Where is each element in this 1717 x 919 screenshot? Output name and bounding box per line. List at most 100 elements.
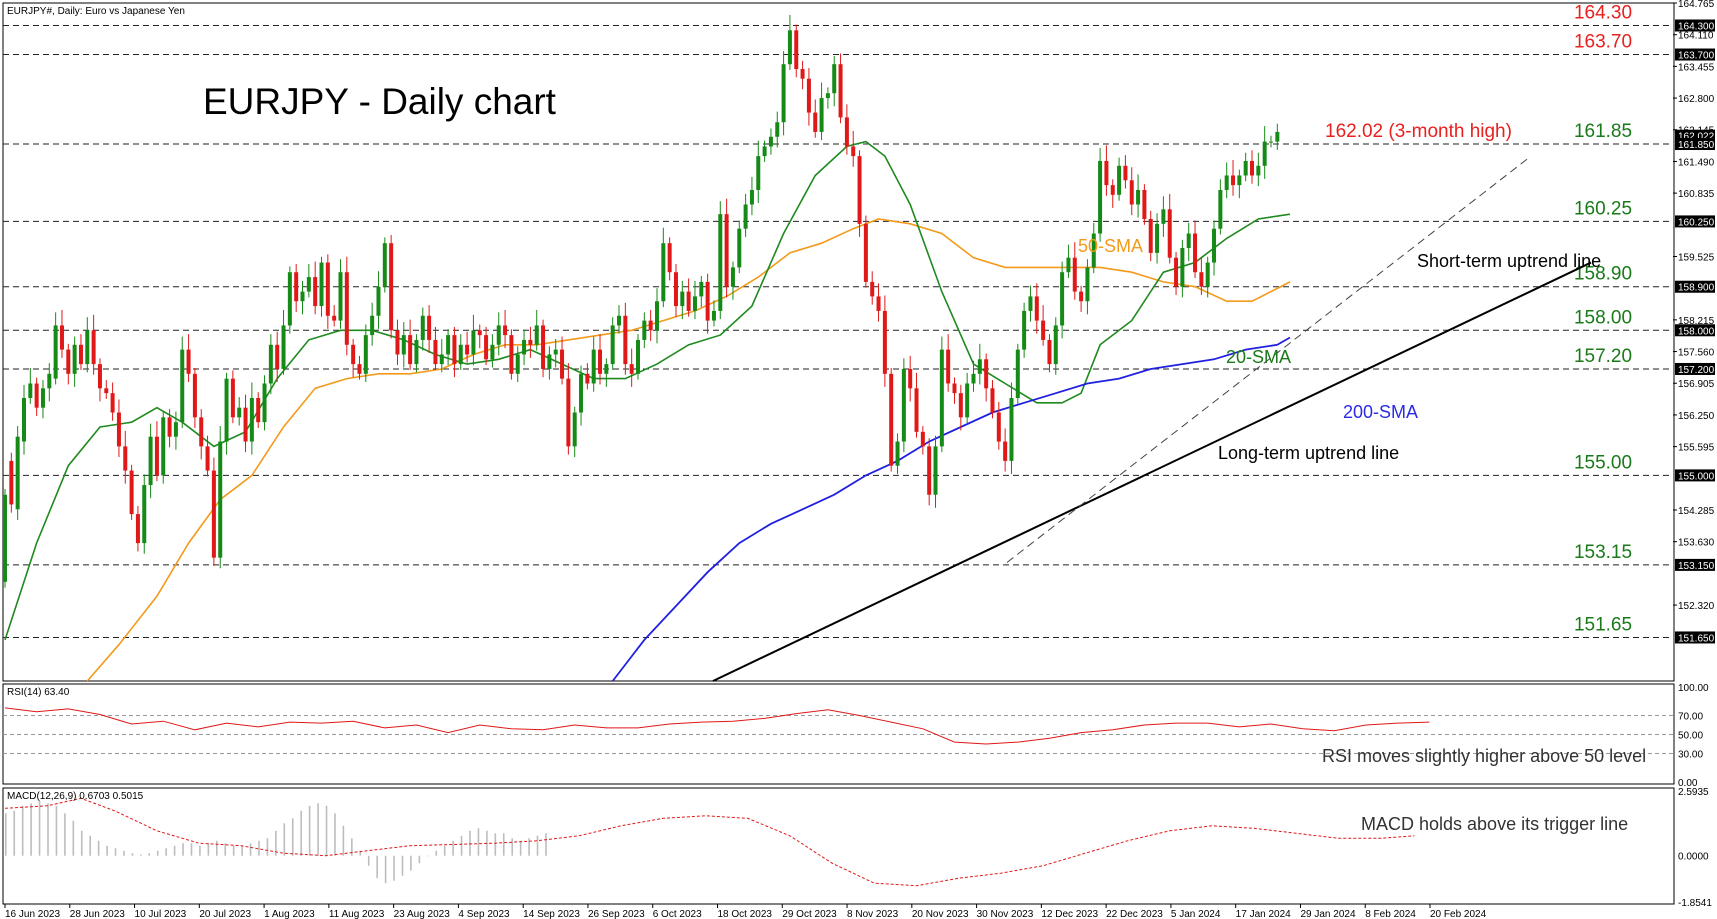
candle-body (104, 388, 109, 394)
y-tick-label: 158.215 (1678, 316, 1715, 327)
candle-body (515, 354, 520, 374)
candle-body (1186, 233, 1191, 249)
candle-body (1060, 272, 1065, 326)
candle-body (344, 272, 349, 345)
y-tick-label: 152.320 (1678, 601, 1715, 612)
candle-body (34, 383, 39, 408)
x-tick-label: 11 Aug 2023 (329, 909, 385, 919)
candle-body (1148, 219, 1153, 253)
candle-body (1047, 339, 1052, 365)
candle-body (585, 373, 590, 384)
level-label: 151.65 (1574, 614, 1632, 635)
x-tick-label: 1 Aug 2023 (264, 909, 315, 919)
candle-body (806, 78, 811, 113)
macd-bar (64, 813, 66, 856)
candle-body (680, 291, 685, 307)
macd-bar (342, 825, 345, 856)
candle-body (1053, 325, 1058, 365)
symbol-line: EURJPY#, Daily: Euro vs Japanese Yen (7, 6, 185, 17)
candle-body (1224, 175, 1229, 190)
y-tick-label: 159.525 (1678, 252, 1715, 263)
y-tick-label: 155.595 (1678, 443, 1715, 454)
price-box (1675, 558, 1715, 571)
macd-bar (452, 840, 454, 856)
x-tick-label: 5 Jan 2024 (1171, 909, 1221, 919)
candle-body (1003, 441, 1008, 461)
level-label: 157.20 (1574, 346, 1632, 367)
macd-bar (351, 838, 353, 856)
candlesticks (3, 14, 1280, 588)
candle-body (1072, 257, 1077, 292)
candle-body (509, 335, 514, 374)
candle-body (996, 412, 1001, 442)
macd-bar (291, 818, 294, 856)
candle-body (946, 349, 951, 384)
candle-body (192, 373, 197, 418)
candle-body (1155, 223, 1160, 253)
candle-body (78, 344, 83, 365)
macd-bar (165, 848, 167, 856)
price-box-label: 151.650 (1678, 633, 1715, 644)
candle-body (965, 383, 970, 418)
candle-body (376, 286, 381, 316)
y-tick-label: 156.250 (1678, 411, 1715, 422)
y-tick-label: 157.560 (1678, 348, 1715, 359)
candle-body (718, 214, 723, 311)
candle-body (465, 344, 470, 355)
candle-body (794, 30, 799, 70)
candle-body (1167, 209, 1172, 258)
macd-bar (55, 805, 58, 856)
macd-bar (190, 843, 193, 856)
level-label: 164.30 (1574, 2, 1632, 23)
candle-body (408, 335, 413, 365)
candle-body (1098, 160, 1103, 234)
candle-body (1091, 233, 1096, 268)
candle-body (300, 291, 305, 302)
macd-bar (258, 840, 260, 856)
macd-bar (140, 854, 142, 856)
candle-body (813, 112, 818, 132)
candle-body (579, 373, 584, 413)
candle-body (123, 446, 128, 471)
candle-body (648, 320, 653, 331)
candle-body (28, 383, 33, 398)
long-trend-label: Long-term uptrend line (1218, 443, 1399, 463)
candle-body (654, 301, 659, 331)
long-term-uptrend-line (712, 261, 1592, 682)
candle-body (186, 349, 191, 374)
candle-body (1123, 165, 1128, 181)
candle-body (1085, 267, 1090, 302)
macd-bar (325, 805, 328, 856)
price-box (1675, 469, 1715, 482)
candle-body (154, 436, 159, 476)
x-tick-label: 8 Feb 2024 (1365, 909, 1416, 919)
candle-body (990, 388, 995, 413)
macd-bar (232, 845, 235, 856)
candle-body (401, 335, 406, 355)
candle-body (230, 378, 235, 418)
price-box (1675, 631, 1715, 644)
macd-bar (359, 850, 362, 856)
candle-body (623, 315, 628, 365)
rsi-tick-label: 70.00 (1678, 712, 1703, 723)
candle-body (939, 349, 944, 447)
macd-bar (275, 830, 277, 856)
candle-body (598, 349, 603, 374)
candle-body (420, 315, 425, 340)
candle-body (325, 262, 330, 316)
macd-bar (477, 828, 480, 856)
macd-bar (131, 853, 134, 856)
candle-body (1199, 272, 1204, 287)
candle-body (66, 349, 71, 374)
macd-bar (334, 813, 336, 856)
macd-bar (443, 845, 446, 856)
candle-body (1161, 209, 1166, 224)
candle-body (395, 330, 400, 355)
y-tick-label: 164.110 (1678, 31, 1714, 42)
macd-bar (308, 805, 311, 856)
candle-body (636, 339, 640, 374)
candle-body (800, 69, 805, 79)
macd-bar (494, 833, 497, 856)
y-tick-label: 161.490 (1678, 157, 1715, 168)
candle-body (756, 156, 761, 190)
